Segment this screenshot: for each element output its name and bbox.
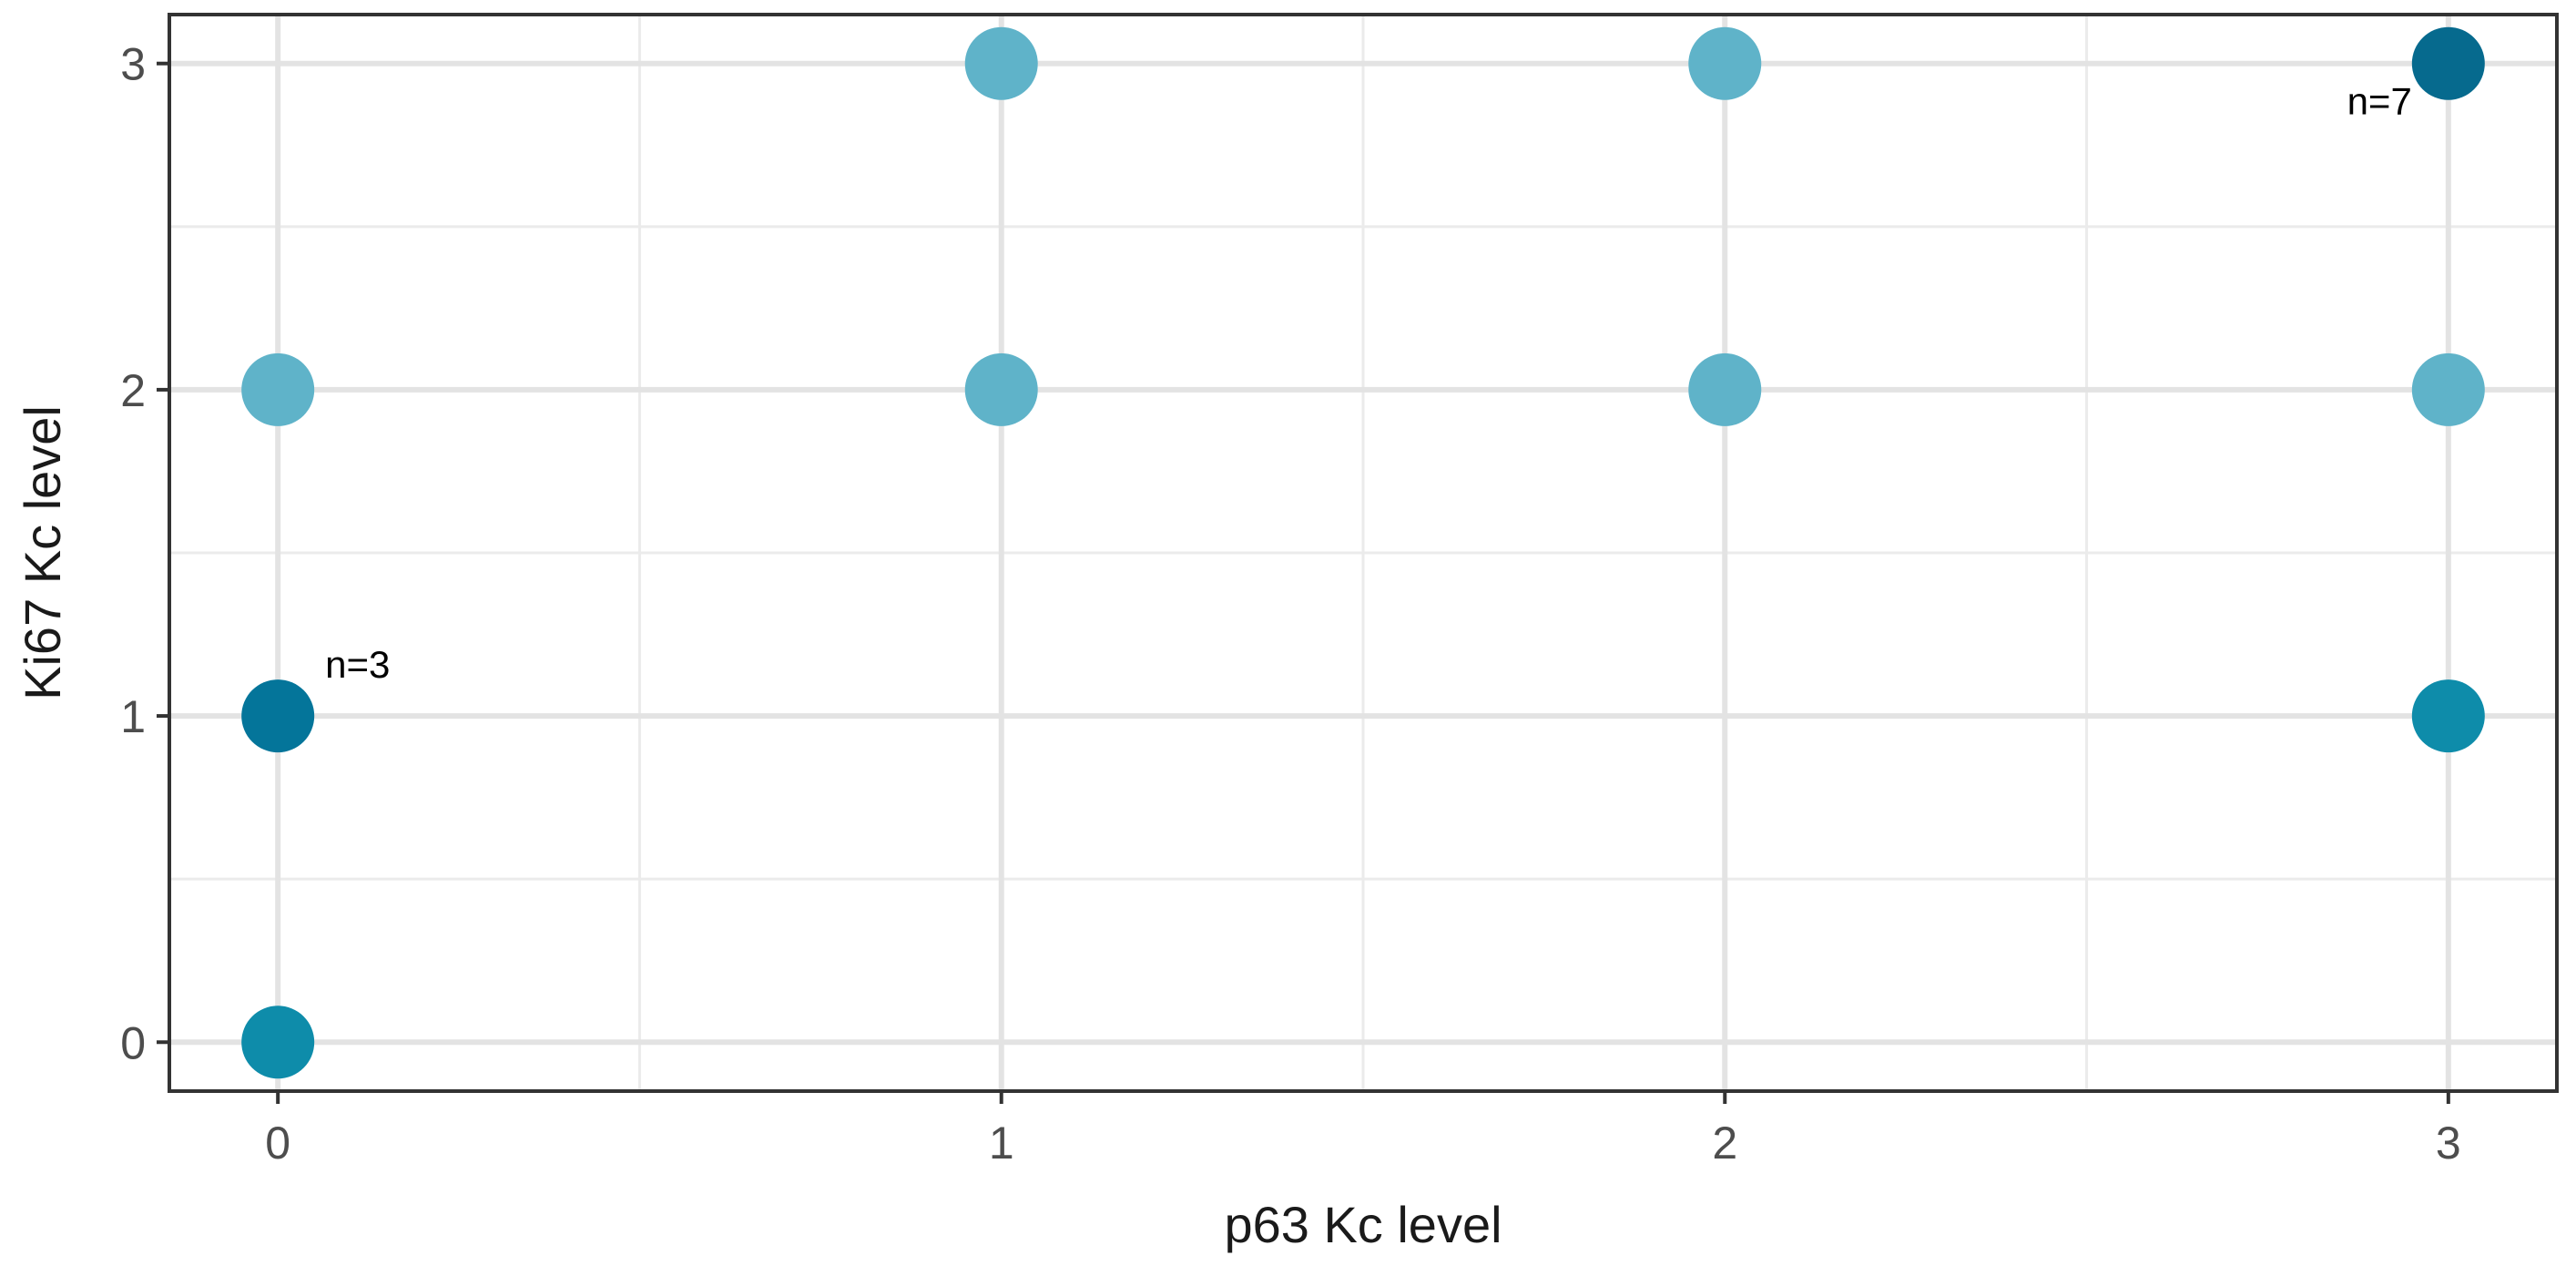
- point-annotation: n=3: [325, 643, 390, 686]
- point-annotation: n=7: [2347, 80, 2412, 123]
- y-tick-label: 1: [120, 691, 146, 742]
- x-tick-label: 1: [989, 1118, 1014, 1169]
- scatter-point: [241, 352, 315, 426]
- y-tick-label: 3: [120, 39, 146, 90]
- scatter-point: [1688, 26, 1762, 100]
- x-tick-label: 2: [1712, 1118, 1737, 1169]
- scatter-point: [241, 1005, 315, 1079]
- annotations: n=3 n=7: [325, 80, 2412, 686]
- scatter-point: [964, 26, 1038, 100]
- scatter-point: [2411, 679, 2485, 753]
- x-tick-label: 0: [265, 1118, 290, 1169]
- scatter-point: [241, 679, 315, 753]
- scatter-point: [2411, 352, 2485, 426]
- x-axis-title: p63 Kc level: [1224, 1196, 1502, 1253]
- y-axis-ticks: 0 1 2 3: [120, 39, 169, 1068]
- panel-border: [168, 13, 2559, 1093]
- scatter-point: [964, 352, 1038, 426]
- x-axis-ticks: 0 1 2 3: [265, 1091, 2461, 1169]
- major-grid: [169, 15, 2557, 1091]
- minor-grid: [169, 15, 2557, 1091]
- y-tick-label: 0: [120, 1017, 146, 1068]
- scatter-point: [1688, 352, 1762, 426]
- data-points: [241, 26, 2485, 1079]
- y-tick-label: 2: [120, 365, 146, 416]
- y-axis-title: Ki67 Kc level: [14, 405, 71, 700]
- x-tick-label: 3: [2436, 1118, 2461, 1169]
- scatter-point: [2411, 26, 2485, 100]
